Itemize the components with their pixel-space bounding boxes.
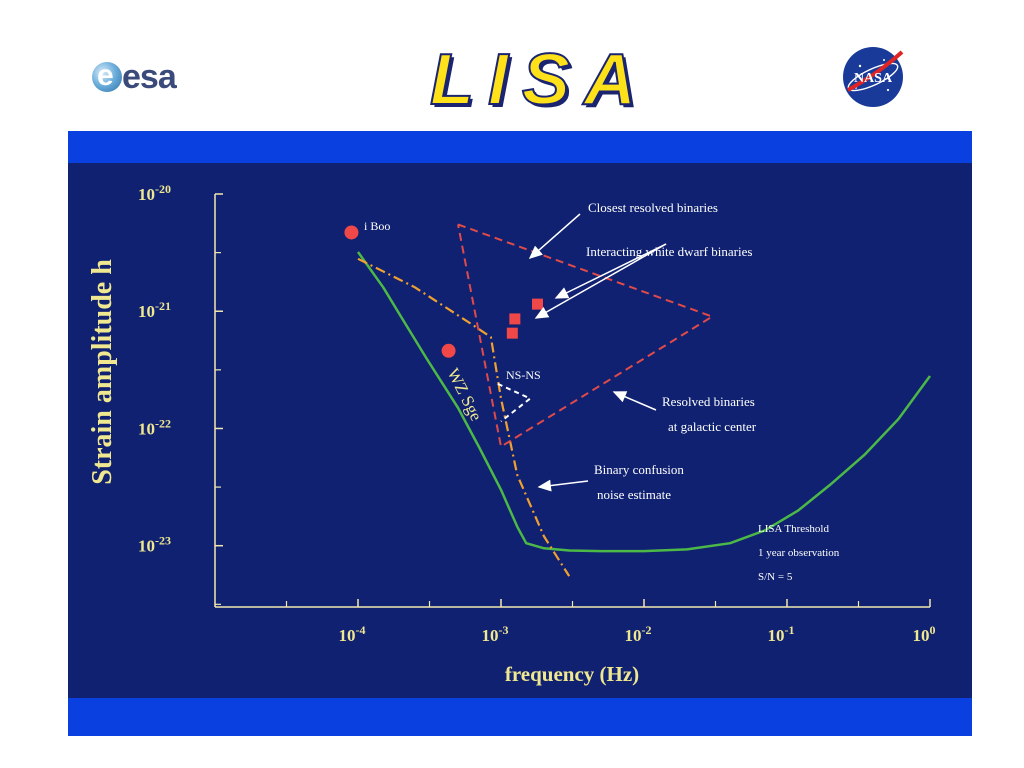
series-binary-confusion-noise-estimate — [357, 257, 571, 577]
esa-wordmark: esa — [122, 58, 177, 96]
annotation-threshold-line2: 1 year observation — [758, 547, 840, 559]
source-point-square — [532, 298, 544, 310]
y-axis-label: Strain amplitude h — [87, 259, 118, 485]
source-point-square — [509, 313, 521, 325]
annotation-threshold-line3: S/N = 5 — [758, 571, 793, 583]
header: e esa LISA NASA — [0, 0, 1024, 130]
x-tick-label: 10-4 — [339, 623, 366, 645]
series-ns-ns — [497, 382, 532, 423]
sources-group — [344, 225, 544, 358]
y-tick-label: 10-21 — [138, 299, 171, 321]
source-point-circle — [344, 225, 359, 240]
source-point-circle — [441, 343, 456, 358]
axes: 10-20 10-21 10-22 10-23 10-4 10-3 10-2 10-1 100 — [138, 182, 936, 645]
y-tick-label: 10-22 — [138, 416, 171, 438]
annotation-confusion-line1: Binary confusion — [594, 462, 684, 477]
arrow-confusion — [537, 479, 589, 492]
arrow-interacting-1 — [554, 243, 667, 299]
y-tick-label: 10-23 — [138, 534, 171, 556]
annotation-closest-binaries: Closest resolved binaries — [588, 200, 718, 215]
x-tick-label: 10-3 — [482, 623, 509, 645]
annotation-threshold-line1: LISA Threshold — [758, 523, 829, 535]
annotation-interacting-binaries: Interacting white dwarf binaries — [586, 244, 752, 259]
arrow-interacting-2 — [534, 243, 667, 319]
annotation-resolved-line1: Resolved binaries — [662, 394, 755, 409]
annotation-ns-ns: NS-NS — [506, 368, 541, 382]
page-title: LISA — [429, 39, 650, 121]
nasa-logo: NASA — [843, 47, 904, 107]
top-band — [68, 131, 972, 163]
annotation-i-boo: i Boo — [364, 219, 390, 233]
x-tick-label: 10-2 — [625, 623, 652, 645]
series-group — [356, 223, 932, 577]
series-lisa-threshold — [356, 251, 932, 553]
nasa-wordmark: NASA — [854, 71, 893, 86]
source-point-square — [506, 327, 518, 339]
annotation-resolved-line2: at galactic center — [668, 419, 757, 434]
bottom-band — [68, 698, 972, 736]
chart-panel — [68, 131, 972, 736]
y-tick-label: 10-20 — [138, 182, 171, 204]
arrow-closest-binaries — [528, 213, 581, 259]
esa-globe-icon — [92, 62, 122, 92]
esa-e-mark: e — [97, 59, 114, 92]
esa-logo: e esa — [92, 58, 232, 98]
arrow-resolved — [612, 391, 657, 411]
x-tick-label: 100 — [913, 623, 936, 645]
x-tick-label: 10-1 — [768, 623, 795, 645]
x-axis-label: frequency (Hz) — [505, 662, 639, 686]
annotation-confusion-line2: noise estimate — [597, 487, 671, 502]
series-resolved-binaries — [457, 223, 714, 448]
